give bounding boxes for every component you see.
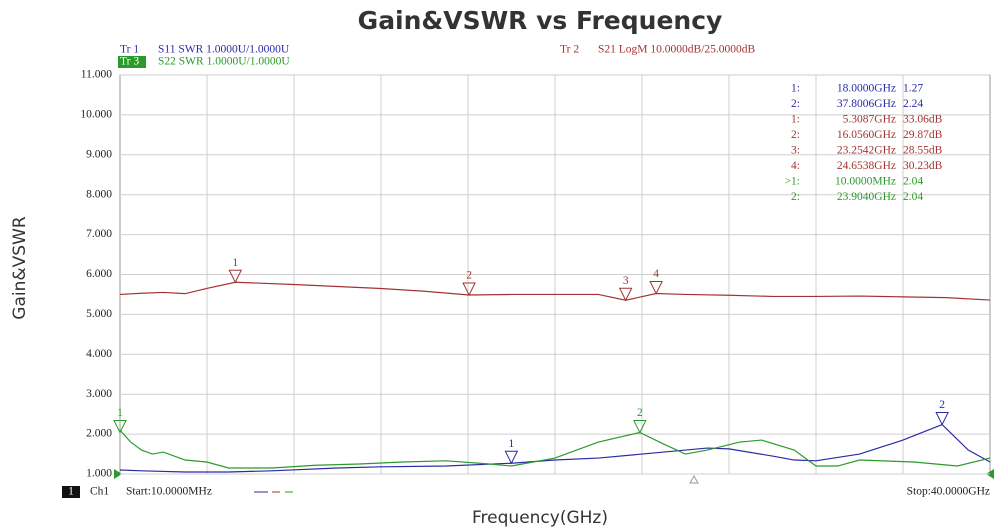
marker-row-label: 2: — [791, 129, 800, 141]
y-tick-label: 10.000 — [80, 109, 112, 121]
marker-row-label: 2: — [791, 98, 800, 110]
marker-row-label: 3: — [791, 145, 800, 157]
y-tick-label: 3.000 — [86, 388, 112, 400]
marker-x-label: 16.0560GHz — [837, 129, 896, 141]
x-axis-title: Frequency(GHz) — [472, 508, 608, 528]
y-tick-label: 8.000 — [86, 188, 112, 200]
marker-y-label: 30.23dB — [903, 160, 943, 172]
legend-label: S11 SWR 1.0000U/1.0000U — [158, 44, 290, 56]
marker-id: 1 — [509, 438, 515, 450]
marker-row-label: 2: — [791, 191, 800, 203]
active-trace-box — [118, 56, 146, 68]
marker-triangle — [228, 269, 243, 284]
marker-y-label: 33.06dB — [903, 114, 943, 126]
y-tick-label: 7.000 — [86, 228, 112, 240]
trace-id: Tr 3 — [120, 56, 139, 68]
series-line — [119, 281, 991, 301]
marker-triangle — [618, 287, 633, 302]
start-label: Start:10.0000MHz — [126, 486, 212, 498]
marker-row-label: >1: — [785, 176, 800, 188]
marker-y-label: 29.87dB — [903, 129, 943, 141]
marker-triangle — [504, 450, 519, 465]
y-tick-label: 1.000 — [86, 468, 112, 480]
marker-x-label: 24.6538GHz — [837, 160, 896, 172]
y-tick-label: 11.000 — [81, 69, 112, 81]
marker-triangle — [462, 282, 476, 297]
center-arrow — [689, 474, 699, 484]
y-tick-label: 4.000 — [86, 348, 112, 360]
chart-title: Gain&VSWR vs Frequency — [358, 6, 723, 35]
legend-label: S22 SWR 1.0000U/1.0000U — [158, 56, 290, 68]
marker-x-label: 18.0000GHz — [837, 83, 896, 95]
marker-id: 2 — [466, 270, 472, 282]
y-tick-label: 2.000 — [86, 428, 112, 440]
marker-row-label: 1: — [791, 114, 800, 126]
y-tick-label: 9.000 — [86, 148, 112, 160]
ref-arrow-left — [114, 469, 122, 479]
marker-x-label: 10.0000MHz — [835, 176, 896, 188]
marker-x-label: 23.2542GHz — [837, 145, 896, 157]
legend-label: S21 LogM 10.0000dB/25.0000dB — [598, 44, 756, 56]
marker-id: 4 — [653, 268, 659, 280]
marker-x-label: 5.3087GHz — [843, 114, 896, 126]
marker-triangle — [113, 420, 127, 434]
marker-id: 1 — [117, 407, 123, 419]
marker-id: 3 — [623, 275, 629, 287]
series-line — [119, 423, 991, 473]
marker-triangle — [633, 420, 647, 434]
marker-y-label: 2.04 — [903, 176, 923, 188]
channel-label: Ch1 — [90, 486, 109, 498]
marker-id: 2 — [939, 399, 945, 411]
trace-id: Tr 1 — [120, 44, 139, 56]
marker-triangle — [649, 281, 663, 295]
y-tick-label: 5.000 — [86, 308, 112, 320]
marker-row-label: 4: — [791, 160, 800, 172]
series-line — [119, 429, 991, 469]
stop-label: Stop:40.0000GHz — [907, 486, 990, 498]
channel-number: 1 — [68, 486, 74, 498]
marker-id: 1 — [232, 257, 238, 269]
marker-y-label: 2.04 — [903, 191, 923, 203]
marker-x-label: 37.8006GHz — [837, 98, 896, 110]
marker-id: 2 — [637, 407, 643, 419]
marker-y-label: 1.27 — [903, 83, 923, 95]
marker-triangle — [935, 412, 949, 426]
marker-row-label: 1: — [791, 83, 800, 95]
marker-x-label: 23.9040GHz — [837, 191, 896, 203]
y-axis-title: Gain&VSWR — [10, 216, 30, 320]
trace-id: Tr 2 — [560, 44, 579, 56]
y-tick-label: 6.000 — [86, 268, 112, 280]
channel-box — [62, 486, 80, 498]
marker-y-label: 28.55dB — [903, 145, 943, 157]
marker-y-label: 2.24 — [903, 98, 923, 110]
